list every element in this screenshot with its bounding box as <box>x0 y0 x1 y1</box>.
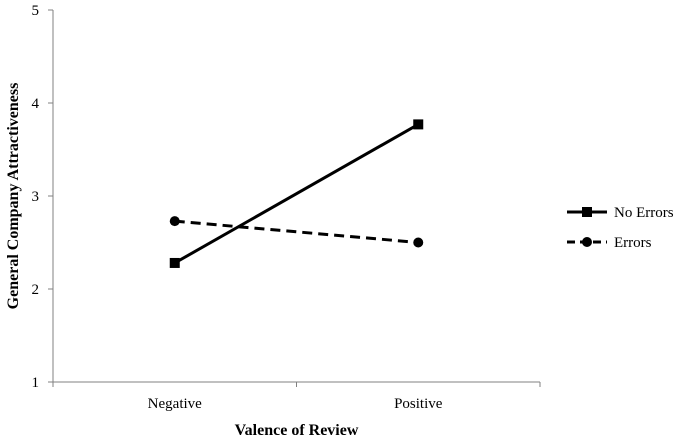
legend-item: No Errors <box>567 205 674 221</box>
x-axis-title: Valence of Review <box>235 422 359 439</box>
x-ticks: Negative Positive <box>52 382 541 412</box>
legend-marker <box>582 237 592 247</box>
y-tick-label: 5 <box>32 3 40 19</box>
y-tick-label: 3 <box>32 189 40 205</box>
series-line <box>174 123 419 265</box>
legend: No Errors Errors <box>567 205 674 251</box>
series-no-errors <box>169 119 424 268</box>
series-line <box>174 219 419 244</box>
y-tick-label: 2 <box>32 282 40 298</box>
y-ticks: 1 2 3 4 5 <box>32 3 53 391</box>
y-axis-title: General Company Attractiveness <box>5 83 22 310</box>
legend-item: Errors <box>567 235 652 251</box>
series-group <box>169 119 424 268</box>
y-tick-label: 4 <box>32 96 40 112</box>
data-point-marker <box>169 257 180 268</box>
series-errors <box>169 216 424 248</box>
data-point-marker <box>413 237 424 248</box>
data-point-marker <box>169 216 180 227</box>
data-point-marker <box>413 119 424 130</box>
legend-label: Errors <box>614 235 652 251</box>
axes <box>52 10 540 383</box>
legend-label: No Errors <box>614 205 674 221</box>
legend-marker <box>582 207 592 217</box>
x-tick-label: Negative <box>148 396 202 412</box>
x-tick-label: Positive <box>394 396 443 412</box>
y-tick-label: 1 <box>32 375 40 391</box>
